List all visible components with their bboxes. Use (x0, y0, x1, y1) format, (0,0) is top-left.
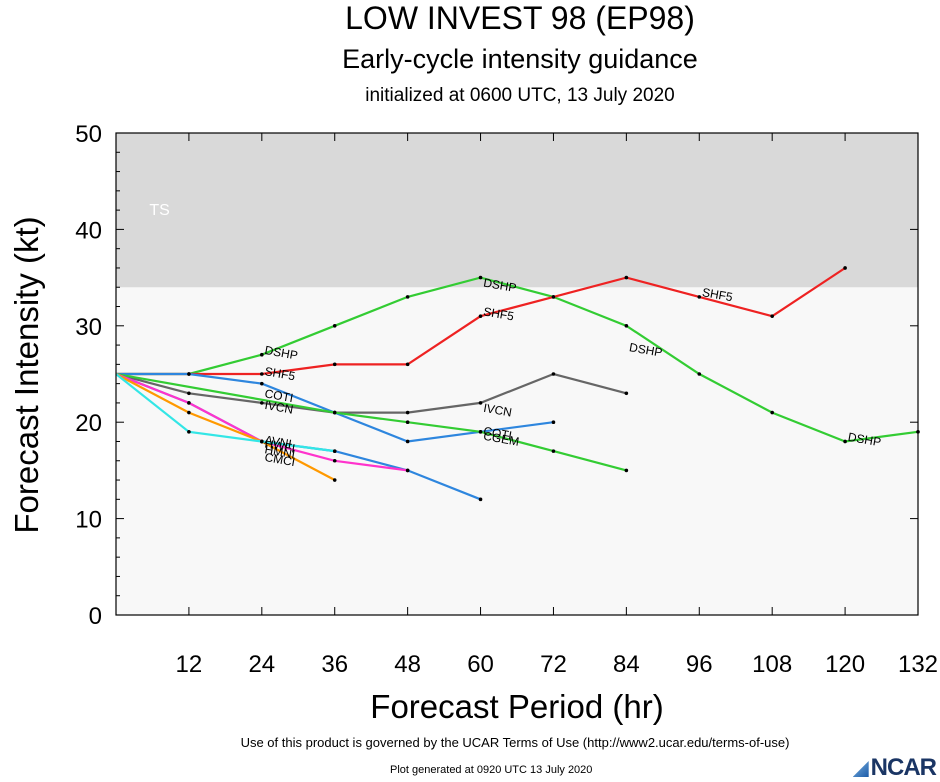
data-point-dshp (697, 372, 702, 376)
y-tick-label: 50 (75, 121, 102, 148)
data-point-dshp (260, 352, 264, 357)
data-point-shf5 (624, 275, 629, 280)
data-point-shf5 (843, 266, 847, 270)
data-point-coti (187, 372, 191, 376)
ts-band-label: TS (149, 202, 169, 219)
chart-title: LOW INVEST 98 (EP98) (345, 0, 695, 36)
series-label-cgem: CGEM (482, 429, 520, 449)
data-point-avni (332, 449, 337, 453)
data-point-ivcn (551, 372, 556, 376)
x-tick-label: 120 (825, 651, 865, 678)
data-point-dshp (478, 275, 483, 280)
y-tick-label: 0 (89, 603, 102, 630)
data-point-cmci (332, 478, 337, 482)
data-point-hmni (187, 401, 191, 405)
data-point-hmni (405, 468, 410, 473)
data-point-ivcn (624, 391, 629, 396)
series-label-dshp: DSHP (628, 340, 663, 360)
ts-band (116, 133, 918, 288)
y-axis-label: Forecast Intensity (kt) (8, 216, 45, 533)
data-point-ivcn (260, 401, 264, 405)
data-point-shf5 (332, 362, 337, 367)
y-tick-label: 40 (75, 217, 102, 244)
data-point-shf5 (551, 295, 556, 299)
series-label-shf5: SHF5 (264, 364, 297, 383)
data-point-dshp (770, 410, 774, 415)
series-label-avni: AVNI (264, 433, 293, 451)
series-label-dshp: DSHP (847, 430, 882, 450)
x-tick-label: 108 (752, 651, 792, 678)
data-point-hmni (332, 458, 337, 463)
data-point-coti (405, 439, 410, 444)
data-point-coti (551, 420, 556, 425)
x-tick-label: 48 (394, 651, 421, 678)
data-point-dshp (405, 295, 410, 299)
x-tick-label: 36 (321, 651, 348, 678)
data-point-cgem (551, 449, 556, 453)
data-point-avni (260, 439, 264, 444)
series-label-cmci: CMCI (264, 450, 297, 469)
x-tick-label: 60 (467, 651, 494, 678)
data-point-ivcn (478, 401, 483, 405)
series-label-ivcn: IVCN (264, 398, 295, 417)
series-line-cmci (115, 373, 336, 481)
series-line-ivcn (115, 372, 627, 414)
y-tick-label: 10 (75, 507, 102, 534)
data-point-cgem (624, 468, 629, 473)
ncar-swoosh-icon (852, 761, 869, 777)
data-point-shf5 (697, 295, 702, 299)
series-label-dshp: DSHP (482, 276, 517, 296)
data-point-dshp (624, 324, 629, 328)
data-point-shf5 (260, 372, 264, 376)
x-tick-label: 84 (613, 651, 640, 678)
data-point-shf5 (405, 362, 410, 367)
y-tick-label: 30 (75, 314, 102, 341)
series-line-dshp (116, 276, 919, 443)
data-point-cgem (405, 420, 410, 425)
ncar-logo: NCAR (852, 754, 937, 782)
x-tick-label: 24 (248, 651, 275, 678)
series-label-hwfi: HWFI (264, 437, 297, 456)
data-point-shf5 (478, 314, 483, 318)
ncar-logo-text: NCAR (870, 754, 937, 781)
series-label-coti: COTI (264, 386, 295, 405)
data-point-shf5 (770, 314, 774, 318)
series-line-cgem (115, 372, 627, 472)
series-line-avni (115, 373, 335, 453)
data-point-ivcn (405, 410, 410, 415)
series-label-shf5: SHF5 (482, 304, 515, 323)
data-point-dshp (843, 439, 847, 444)
x-tick-label: 12 (176, 651, 203, 678)
data-point-dshp (332, 324, 337, 328)
data-point-ivcn (187, 391, 191, 396)
data-point-cgem (332, 410, 337, 415)
plot-frame (115, 132, 919, 616)
data-point-avni (187, 430, 191, 434)
x-axis-label: Forecast Period (hr) (370, 688, 663, 725)
data-point-hwfi (478, 497, 483, 502)
data-point-cgem (478, 430, 483, 434)
series-label-dshp: DSHP (264, 343, 299, 363)
x-tick-label: 72 (540, 651, 567, 678)
x-tick-label: 96 (686, 651, 713, 678)
generated-time: Plot generated at 0920 UTC 13 July 2020 (390, 764, 593, 776)
terms-of-use-text: Use of this product is governed by the U… (240, 735, 790, 750)
y-tick-label: 20 (75, 410, 102, 437)
init-time: initialized at 0600 UTC, 13 July 2020 (365, 85, 675, 106)
series-label-shf5: SHF5 (701, 285, 734, 304)
chart-subtitle: Early-cycle intensity guidance (342, 44, 698, 74)
series-label-ivcn: IVCN (482, 401, 513, 420)
x-tick-label: 132 (898, 651, 938, 678)
series-label-hmni: HMNI (264, 442, 297, 461)
data-point-coti (260, 381, 264, 386)
series-label-coti: COTI (482, 424, 513, 443)
data-point-cmci (187, 410, 191, 415)
